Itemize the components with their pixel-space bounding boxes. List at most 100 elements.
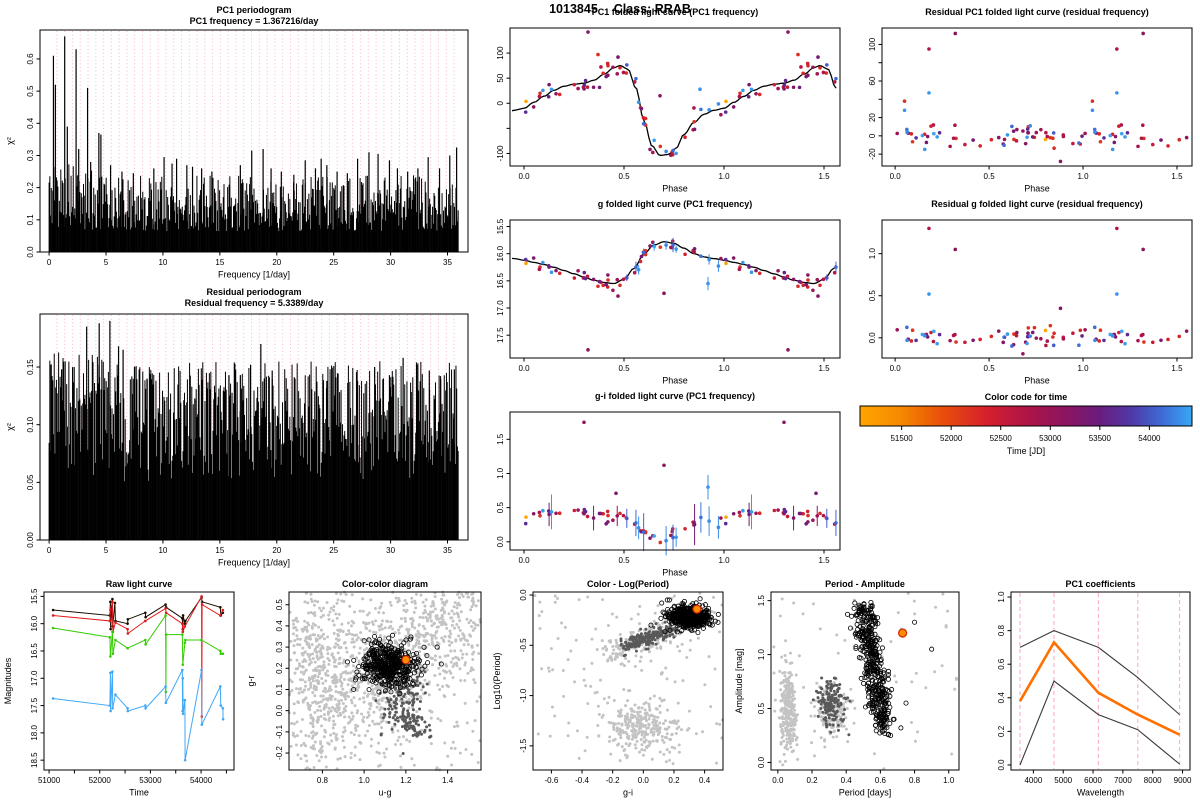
scatter-points [287, 590, 482, 772]
svg-text:0.5: 0.5 [618, 556, 630, 565]
svg-text:10: 10 [158, 258, 167, 267]
periodogram-spikes [48, 320, 459, 540]
svg-text:16.0: 16.0 [496, 245, 505, 261]
svg-text:u-g: u-g [378, 788, 391, 798]
svg-text:10: 10 [158, 546, 167, 555]
blue-band [53, 669, 224, 761]
object-id: 1013845 [549, 2, 598, 16]
svg-text:0: 0 [868, 133, 877, 138]
svg-text:1.2: 1.2 [400, 776, 412, 785]
model-curve [511, 64, 837, 157]
svg-text:Raw light curve: Raw light curve [106, 579, 173, 589]
periodogram-spikes [48, 36, 459, 252]
svg-text:1.0: 1.0 [1077, 172, 1089, 181]
line-series [1018, 630, 1181, 766]
svg-text:g-i folded light curve (PC1 fr: g-i folded light curve (PC1 frequency) [595, 391, 755, 401]
svg-text:0.3: 0.3 [26, 149, 35, 161]
folded-data-points [511, 237, 838, 352]
pc1-coefficients [1018, 640, 1181, 736]
highlighted-object [898, 628, 908, 638]
svg-text:-0.1: -0.1 [275, 724, 284, 738]
residual-g-folded-panel: 0.0 0.5 1.0 1.5 0.0 0.5 1.0 Residual g folded l… [852, 196, 1200, 391]
svg-text:18.5: 18.5 [30, 752, 39, 768]
svg-text:30: 30 [386, 546, 395, 555]
svg-text:1.0: 1.0 [868, 248, 877, 260]
axes: -0.6 -0.4 -0.2 0.0 0.2 0.40.0-0.5-1.0-1.5Colo… [492, 579, 724, 798]
svg-text:16.5: 16.5 [30, 643, 39, 659]
time-colorbar-panel: Color code for time 51500 52000 52500 53000 5… [852, 388, 1200, 475]
svg-text:0.5: 0.5 [275, 599, 284, 611]
svg-text:0.1: 0.1 [26, 214, 35, 226]
svg-text:0.1: 0.1 [275, 683, 284, 695]
svg-text:30: 30 [386, 258, 395, 267]
svg-text:Time [JD]: Time [JD] [1007, 446, 1045, 456]
svg-text:17.0: 17.0 [30, 670, 39, 686]
svg-text:0.0: 0.0 [496, 536, 505, 548]
svg-text:Color code for time: Color code for time [985, 392, 1068, 402]
model-curve [511, 241, 837, 285]
svg-text:0.0: 0.0 [518, 556, 530, 565]
red-band [53, 594, 224, 717]
g-folded-panel: 0.0 0.5 1.0 1.5 15.5 16.0 16.5 17.0 17.5 g folded… [480, 196, 848, 391]
color-logperiod-panel: -0.6 -0.4 -0.2 0.0 0.2 0.4 0.0 -0.5 -1.0 -1.5 Colo… [489, 576, 731, 800]
period-amplitude-panel: 0.0 0.2 0.4 0.6 0.8 1.0 0.0 0.5 1.0 1.5 Period - A… [731, 576, 967, 800]
pc1-folded-panel: 0.0 0.5 1.0 1.5 -100 0 50 100 PC1 folded light c… [480, 4, 848, 199]
svg-text:100: 100 [496, 46, 505, 60]
line-series [51, 594, 225, 762]
svg-text:PC1 folded light curve (PC1 fr: PC1 folded light curve (PC1 frequency) [592, 7, 759, 17]
svg-text:g-r: g-r [246, 675, 256, 686]
axes: 0.0 0.5 1.0 1.5 15.5 16.0 16.5 17.0 17.5 g folded… [496, 199, 841, 386]
svg-text:0.5: 0.5 [984, 172, 996, 181]
svg-text:35: 35 [443, 546, 452, 555]
svg-text:Residual periodogram: Residual periodogram [206, 287, 301, 297]
svg-text:0.6: 0.6 [26, 53, 35, 65]
color-color-panel: 0.8 1.0 1.2 1.4 -0.2 -0.1 0.0 0.1 0.2 0.3 0.4 0.5 Co… [243, 576, 489, 800]
svg-text:0.05: 0.05 [26, 474, 35, 490]
svg-text:53000: 53000 [139, 776, 162, 785]
svg-text:Phase: Phase [662, 568, 688, 578]
axes: 0 5 10 15 20 25 30 35 0.00 0.05 0.10 0.15 Residual p… [5, 287, 469, 568]
svg-text:51000: 51000 [38, 776, 61, 785]
lower-envelope [1019, 680, 1180, 766]
svg-text:16.5: 16.5 [496, 273, 505, 289]
svg-text:Color-color diagram: Color-color diagram [342, 579, 428, 589]
svg-text:Phase: Phase [1024, 376, 1050, 386]
svg-text:0.5: 0.5 [984, 364, 996, 373]
svg-text:54000: 54000 [190, 776, 213, 785]
svg-text:0.5: 0.5 [868, 290, 877, 302]
svg-text:1.0: 1.0 [359, 776, 371, 785]
svg-text:Phase: Phase [662, 376, 688, 386]
svg-text:0.00: 0.00 [26, 532, 35, 548]
axes: 0.8 1.0 1.2 1.4 -0.2 -0.1 0.0 0.1 0.2 0.3 0.4 0.5 Co… [246, 579, 482, 798]
raw-light-curve-panel: 51000 52000 53000 54000 15.5 16.0 16.5 17.0 17.5… [0, 576, 242, 800]
svg-text:16.0: 16.0 [30, 615, 39, 631]
svg-text:0.4: 0.4 [26, 117, 35, 129]
axes: 51000 52000 53000 54000 15.5 16.0 16.5 17.0 17.5… [3, 579, 235, 798]
svg-text:20: 20 [272, 258, 281, 267]
svg-text:0.8: 0.8 [317, 776, 329, 785]
svg-text:5: 5 [104, 258, 109, 267]
svg-text:0.0: 0.0 [518, 364, 530, 373]
svg-text:PC1 periodogram: PC1 periodogram [216, 5, 291, 15]
svg-text:1.0: 1.0 [496, 467, 505, 479]
svg-text:0.0: 0.0 [275, 705, 284, 717]
svg-text:0.4: 0.4 [275, 620, 284, 632]
svg-text:Frequency [1/day]: Frequency [1/day] [218, 558, 290, 568]
svg-text:15: 15 [215, 546, 224, 555]
svg-text:-20: -20 [868, 148, 877, 160]
svg-text:1.0: 1.0 [718, 556, 730, 565]
svg-text:0.2: 0.2 [275, 662, 284, 674]
svg-text:Residual frequency = 5.3389/da: Residual frequency = 5.3389/day [185, 298, 324, 308]
class-label: Class: RRAB [613, 2, 691, 16]
svg-text:0.0: 0.0 [26, 246, 35, 258]
svg-text:Residual PC1 folded light curv: Residual PC1 folded light curve (residua… [925, 7, 1149, 17]
svg-text:1.5: 1.5 [818, 172, 830, 181]
svg-text:0.10: 0.10 [26, 416, 35, 432]
svg-text:Magnitudes: Magnitudes [3, 657, 13, 704]
svg-text:Time: Time [129, 788, 149, 798]
svg-text:0.0: 0.0 [518, 172, 530, 181]
folded-data-points [511, 30, 838, 158]
green-band [53, 613, 223, 692]
